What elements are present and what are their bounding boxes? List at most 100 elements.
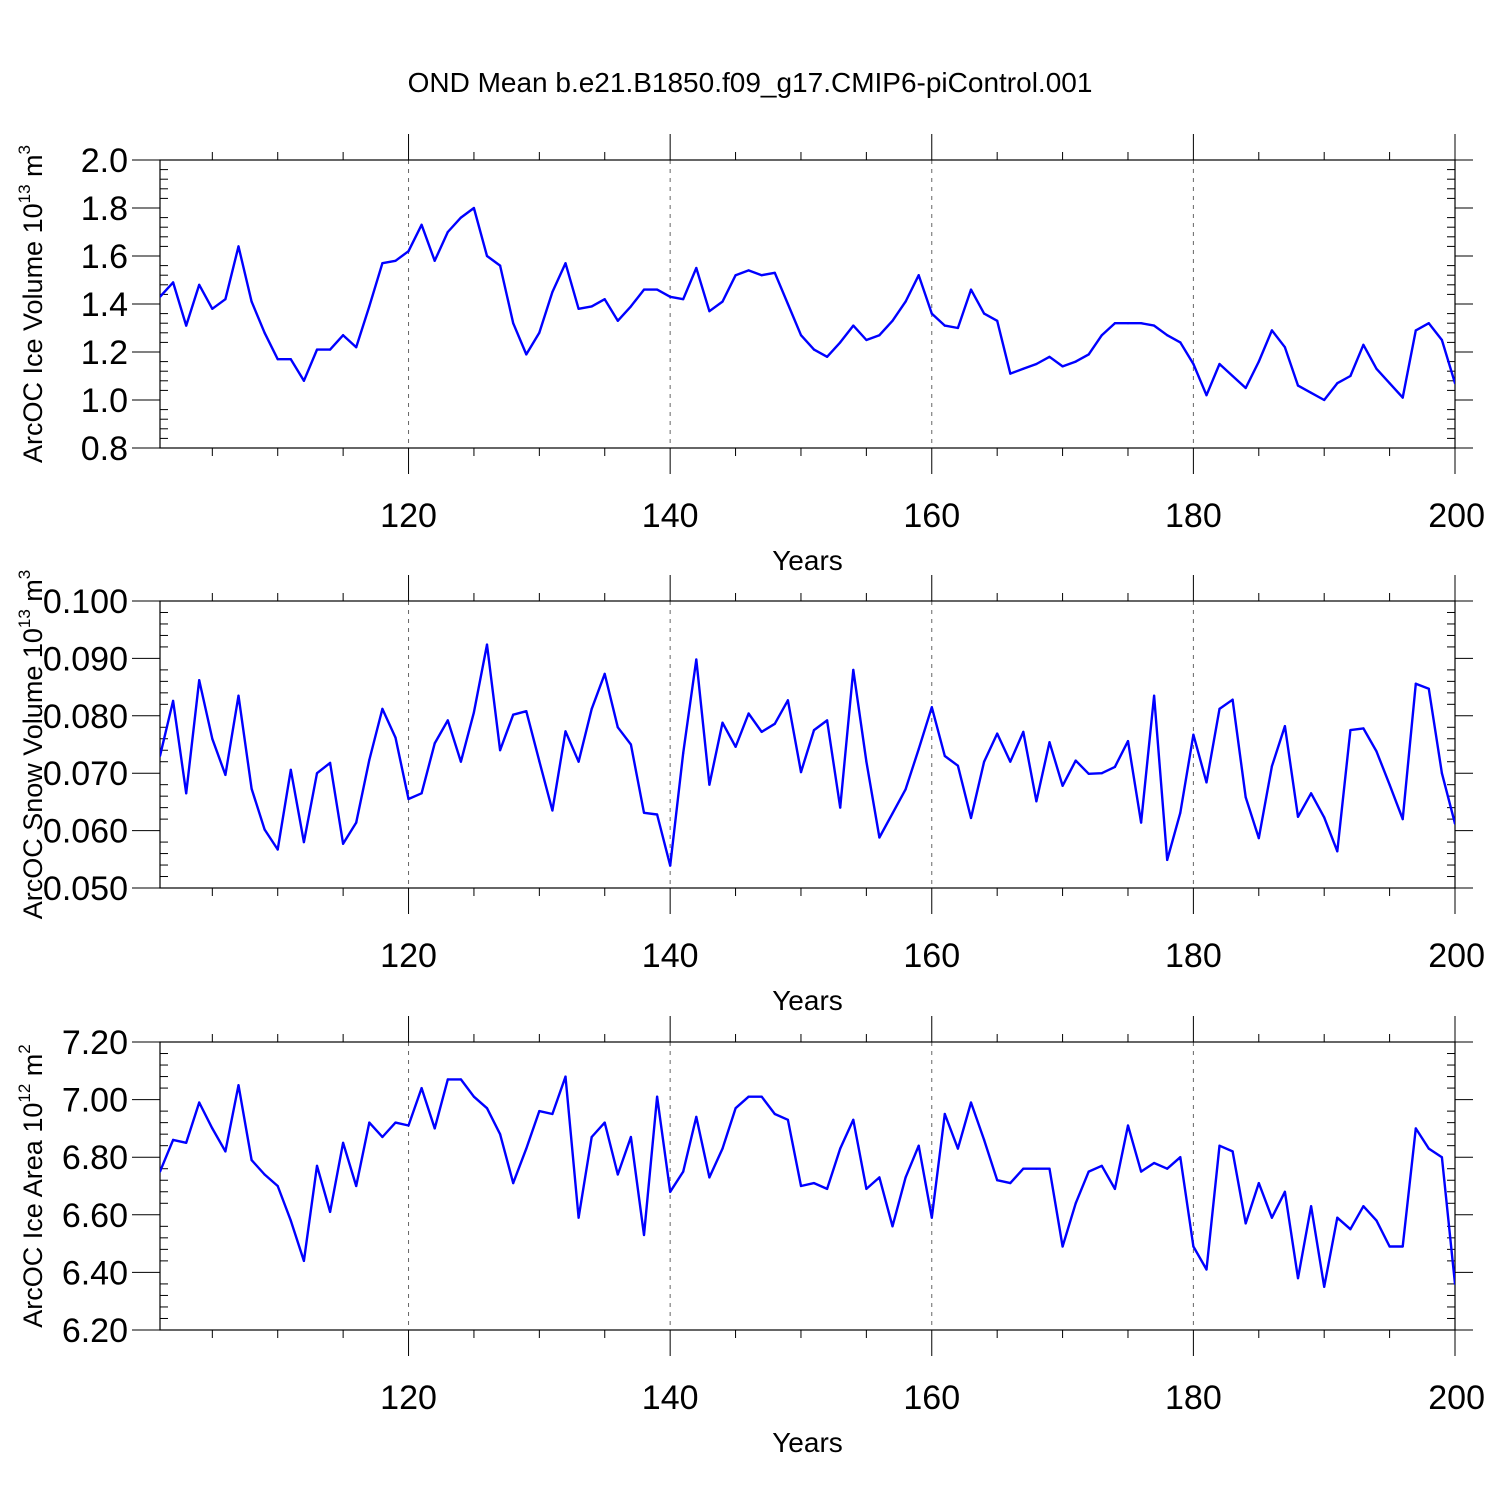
- data-point: [368, 758, 371, 762]
- data-point: [1179, 341, 1182, 344]
- data-point: [799, 1184, 803, 1188]
- data-point: [512, 1182, 515, 1185]
- data-point: [996, 1179, 999, 1182]
- data-point: [538, 331, 541, 334]
- x-tick-label: 160: [903, 937, 960, 975]
- data-point: [1440, 1156, 1443, 1159]
- data-point: [969, 816, 973, 820]
- data-point: [315, 1164, 319, 1167]
- data-point: [564, 1075, 567, 1078]
- x-tick-label: 160: [903, 1379, 960, 1417]
- y-axis-label-unit: m: [18, 1054, 48, 1084]
- y-tick-label: 0.8: [81, 430, 128, 468]
- data-point: [656, 1095, 659, 1098]
- data-point: [695, 266, 698, 270]
- data-point: [355, 1184, 358, 1188]
- y-axis-label-unit-exponent: 3: [15, 570, 34, 579]
- data-point: [760, 274, 763, 277]
- data-point: [747, 712, 750, 715]
- data-point: [185, 1141, 188, 1144]
- data-point: [1414, 1127, 1417, 1130]
- x-tick-label: 200: [1428, 937, 1485, 975]
- data-point: [1283, 725, 1286, 728]
- data-point: [472, 206, 475, 210]
- data-point: [590, 305, 593, 308]
- data-point: [1192, 733, 1195, 736]
- data-point: [459, 1078, 462, 1081]
- data-point: [433, 742, 436, 745]
- panels: 0.8 1.0 1.2 1.4 1.6 1.8 2.0 120 140 160 180 200 Year…: [15, 134, 1485, 1458]
- data-point: [682, 752, 685, 755]
- data-point: [1179, 811, 1182, 814]
- y-tick-label: 1.8: [81, 190, 128, 228]
- data-point: [1100, 334, 1103, 337]
- data-point: [224, 298, 227, 301]
- data-point: [865, 1187, 868, 1190]
- data-point: [616, 319, 619, 322]
- data-point: [695, 1115, 698, 1118]
- data-point: [786, 1118, 790, 1121]
- x-tick-label: 140: [642, 497, 699, 535]
- data-point: [381, 1135, 384, 1139]
- y-axis-label-unit: m: [18, 154, 48, 184]
- data-point: [172, 699, 175, 703]
- data-point: [1218, 707, 1221, 711]
- data-point: [786, 699, 790, 702]
- plot-frame: [159, 159, 1456, 449]
- series-line: [160, 643, 1455, 867]
- data-point: [1061, 784, 1064, 787]
- y-axis-label-unit: m: [18, 579, 48, 609]
- data-point: [1453, 1282, 1455, 1285]
- data-point: [669, 864, 672, 867]
- chart-panel-2: 0.050 0.060 0.070 0.080 0.090 0.100 120 140 160 1…: [15, 570, 1485, 1016]
- data-point: [1310, 1205, 1313, 1208]
- data-point: [669, 1190, 672, 1193]
- data-point: [1153, 1161, 1156, 1165]
- data-point: [211, 737, 214, 740]
- data-point: [1375, 1219, 1378, 1222]
- data-point: [629, 1135, 633, 1139]
- data-point: [930, 706, 933, 709]
- y-tick-label: 0.070: [43, 755, 128, 793]
- data-point: [629, 743, 633, 746]
- y-axis-label-exponent: 12: [15, 1084, 34, 1103]
- data-point: [160, 295, 162, 298]
- data-point: [1140, 1170, 1143, 1173]
- data-point: [878, 334, 881, 337]
- data-point: [172, 281, 175, 284]
- data-point: [1336, 382, 1339, 385]
- data-point: [499, 749, 502, 752]
- data-point: [865, 760, 868, 763]
- data-point: [1323, 1285, 1326, 1288]
- data-point: [721, 721, 724, 724]
- data-point: [760, 730, 763, 734]
- data-point: [1140, 821, 1143, 824]
- data-point: [577, 760, 580, 763]
- data-point: [956, 1147, 960, 1150]
- y-axis-label-main: ArcOC Snow Volume 10: [18, 628, 48, 919]
- data-point: [446, 1078, 449, 1081]
- data-point: [420, 1087, 423, 1090]
- data-point: [1296, 384, 1300, 387]
- data-point: [1061, 1245, 1064, 1248]
- data-point: [525, 353, 528, 356]
- series-line: [160, 1075, 1455, 1289]
- data-point: [1205, 394, 1208, 397]
- data-point: [852, 668, 855, 672]
- data-point: [564, 730, 567, 733]
- y-tick-label: 7.00: [62, 1082, 128, 1120]
- series-group: [160, 206, 1455, 402]
- data-point: [983, 312, 986, 315]
- data-point: [943, 754, 946, 758]
- data-point: [237, 245, 240, 248]
- data-point: [969, 1101, 973, 1104]
- data-point: [1048, 741, 1051, 744]
- data-point: [315, 772, 319, 775]
- data-point: [1009, 1182, 1012, 1185]
- y-tick-label: 6.40: [62, 1254, 128, 1292]
- data-point: [263, 331, 266, 334]
- data-point: [734, 1107, 737, 1110]
- data-point: [1244, 386, 1247, 390]
- data-point: [1388, 1245, 1391, 1248]
- data-point: [538, 1110, 541, 1113]
